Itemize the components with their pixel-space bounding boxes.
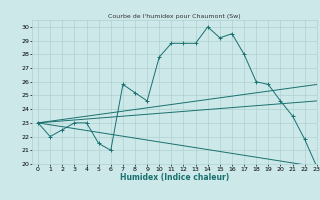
X-axis label: Humidex (Indice chaleur): Humidex (Indice chaleur) — [120, 173, 229, 182]
Title: Courbe de l'humidex pour Chaumont (Sw): Courbe de l'humidex pour Chaumont (Sw) — [108, 14, 241, 19]
